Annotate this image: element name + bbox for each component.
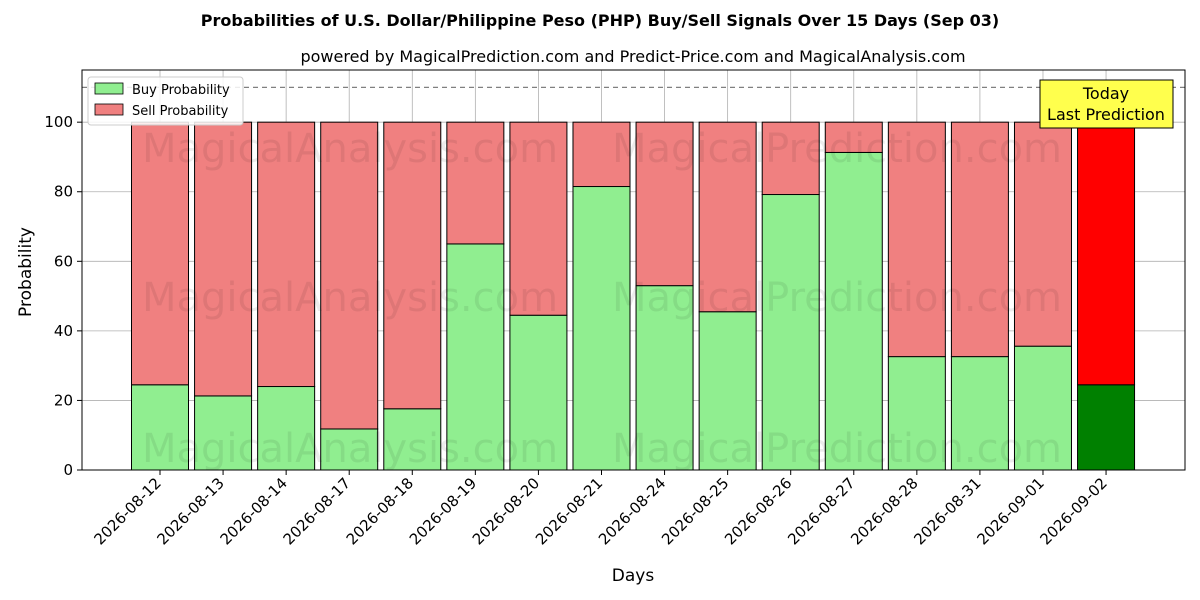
buy-bar (572, 186, 631, 471)
sell-bar (887, 121, 946, 358)
legend: Buy Probability Sell Probability (87, 76, 244, 126)
sell-bar (1077, 121, 1136, 386)
y-axis-label: Probability (16, 227, 36, 317)
x-tick-label: 2026-08-18 (343, 474, 417, 548)
legend-frame (87, 76, 244, 126)
x-tick-label: 2026-08-12 (90, 474, 164, 548)
watermark-text: MagicalAnalysis.com (142, 275, 558, 321)
x-tick-label: 2026-08-25 (658, 474, 732, 548)
sell-bar (698, 121, 757, 313)
buy-bar (194, 395, 253, 471)
sell-bar (509, 121, 568, 316)
x-tick-label: 2026-08-13 (154, 474, 228, 548)
sell-bar (446, 121, 505, 245)
watermark-text: MagicalPrediction.com (612, 426, 1062, 472)
chart-subtitle: powered by MagicalPrediction.com and Pre… (300, 47, 965, 66)
sell-bar (320, 121, 379, 430)
plot-frame (81, 69, 1186, 471)
x-tick-label: 2026-08-24 (595, 474, 669, 548)
buy-bar (635, 285, 694, 471)
today-box (1039, 79, 1174, 129)
buy-bar (824, 151, 883, 471)
buy-bar (446, 243, 505, 471)
today-label: Today (1082, 84, 1129, 103)
buy-bar (1077, 384, 1136, 471)
y-tick-label: 100 (44, 113, 73, 131)
sell-bar (950, 121, 1009, 358)
watermark-text: MagicalPrediction.com (612, 126, 1062, 172)
legend-swatch-sell (94, 103, 124, 116)
buy-bar (761, 194, 820, 471)
sell-bar (635, 121, 694, 287)
x-tick-label: 2026-08-31 (910, 474, 984, 548)
buy-bar (257, 386, 316, 471)
sell-bar (761, 121, 820, 196)
x-tick-label: 2026-08-27 (784, 474, 858, 548)
y-tick-label: 0 (63, 461, 73, 479)
y-tick-label: 40 (54, 322, 73, 340)
today-annotation: Today Last Prediction (1039, 79, 1174, 129)
watermark-text: MagicalAnalysis.com (142, 126, 558, 172)
x-tick-label: 2026-09-01 (973, 474, 1047, 548)
legend-swatch-buy (94, 82, 124, 95)
buy-bar (887, 356, 946, 471)
y-tick-label: 80 (54, 183, 73, 201)
chart-title: Probabilities of U.S. Dollar/Philippine … (201, 11, 999, 30)
sell-bar (572, 121, 631, 188)
x-axis-label: Days (612, 566, 655, 586)
x-tick-label: 2026-08-26 (721, 474, 795, 548)
buy-bar (698, 311, 757, 471)
sell-bar (131, 121, 189, 386)
sell-bar (824, 121, 883, 153)
buy-bar (509, 314, 568, 471)
sell-bar (383, 121, 442, 410)
sell-bar (1013, 121, 1072, 347)
y-tick-label: 60 (54, 252, 73, 270)
x-tick-label: 2026-08-21 (532, 474, 606, 548)
last-prediction-label: Last Prediction (1047, 105, 1165, 124)
sell-bar (257, 121, 316, 388)
x-tick-label: 2026-08-28 (847, 474, 921, 548)
watermark-text: MagicalPrediction.com (612, 275, 1062, 321)
x-tick-label: 2026-08-14 (217, 474, 291, 548)
watermark-text: MagicalAnalysis.com (142, 426, 558, 472)
x-tick-label: 2026-08-17 (280, 474, 354, 548)
x-tick-label: 2026-08-19 (406, 474, 480, 548)
bars (131, 121, 1136, 471)
buy-bar (383, 408, 442, 471)
x-tick-label: 2026-09-02 (1036, 474, 1110, 548)
legend-label-buy: Buy Probability (132, 83, 230, 98)
legend-label-sell: Sell Probability (132, 104, 229, 119)
watermarks: MagicalAnalysis.com MagicalPrediction.com… (142, 126, 1062, 472)
y-tick-label: 20 (54, 391, 73, 409)
x-tick-label: 2026-08-20 (469, 474, 543, 548)
